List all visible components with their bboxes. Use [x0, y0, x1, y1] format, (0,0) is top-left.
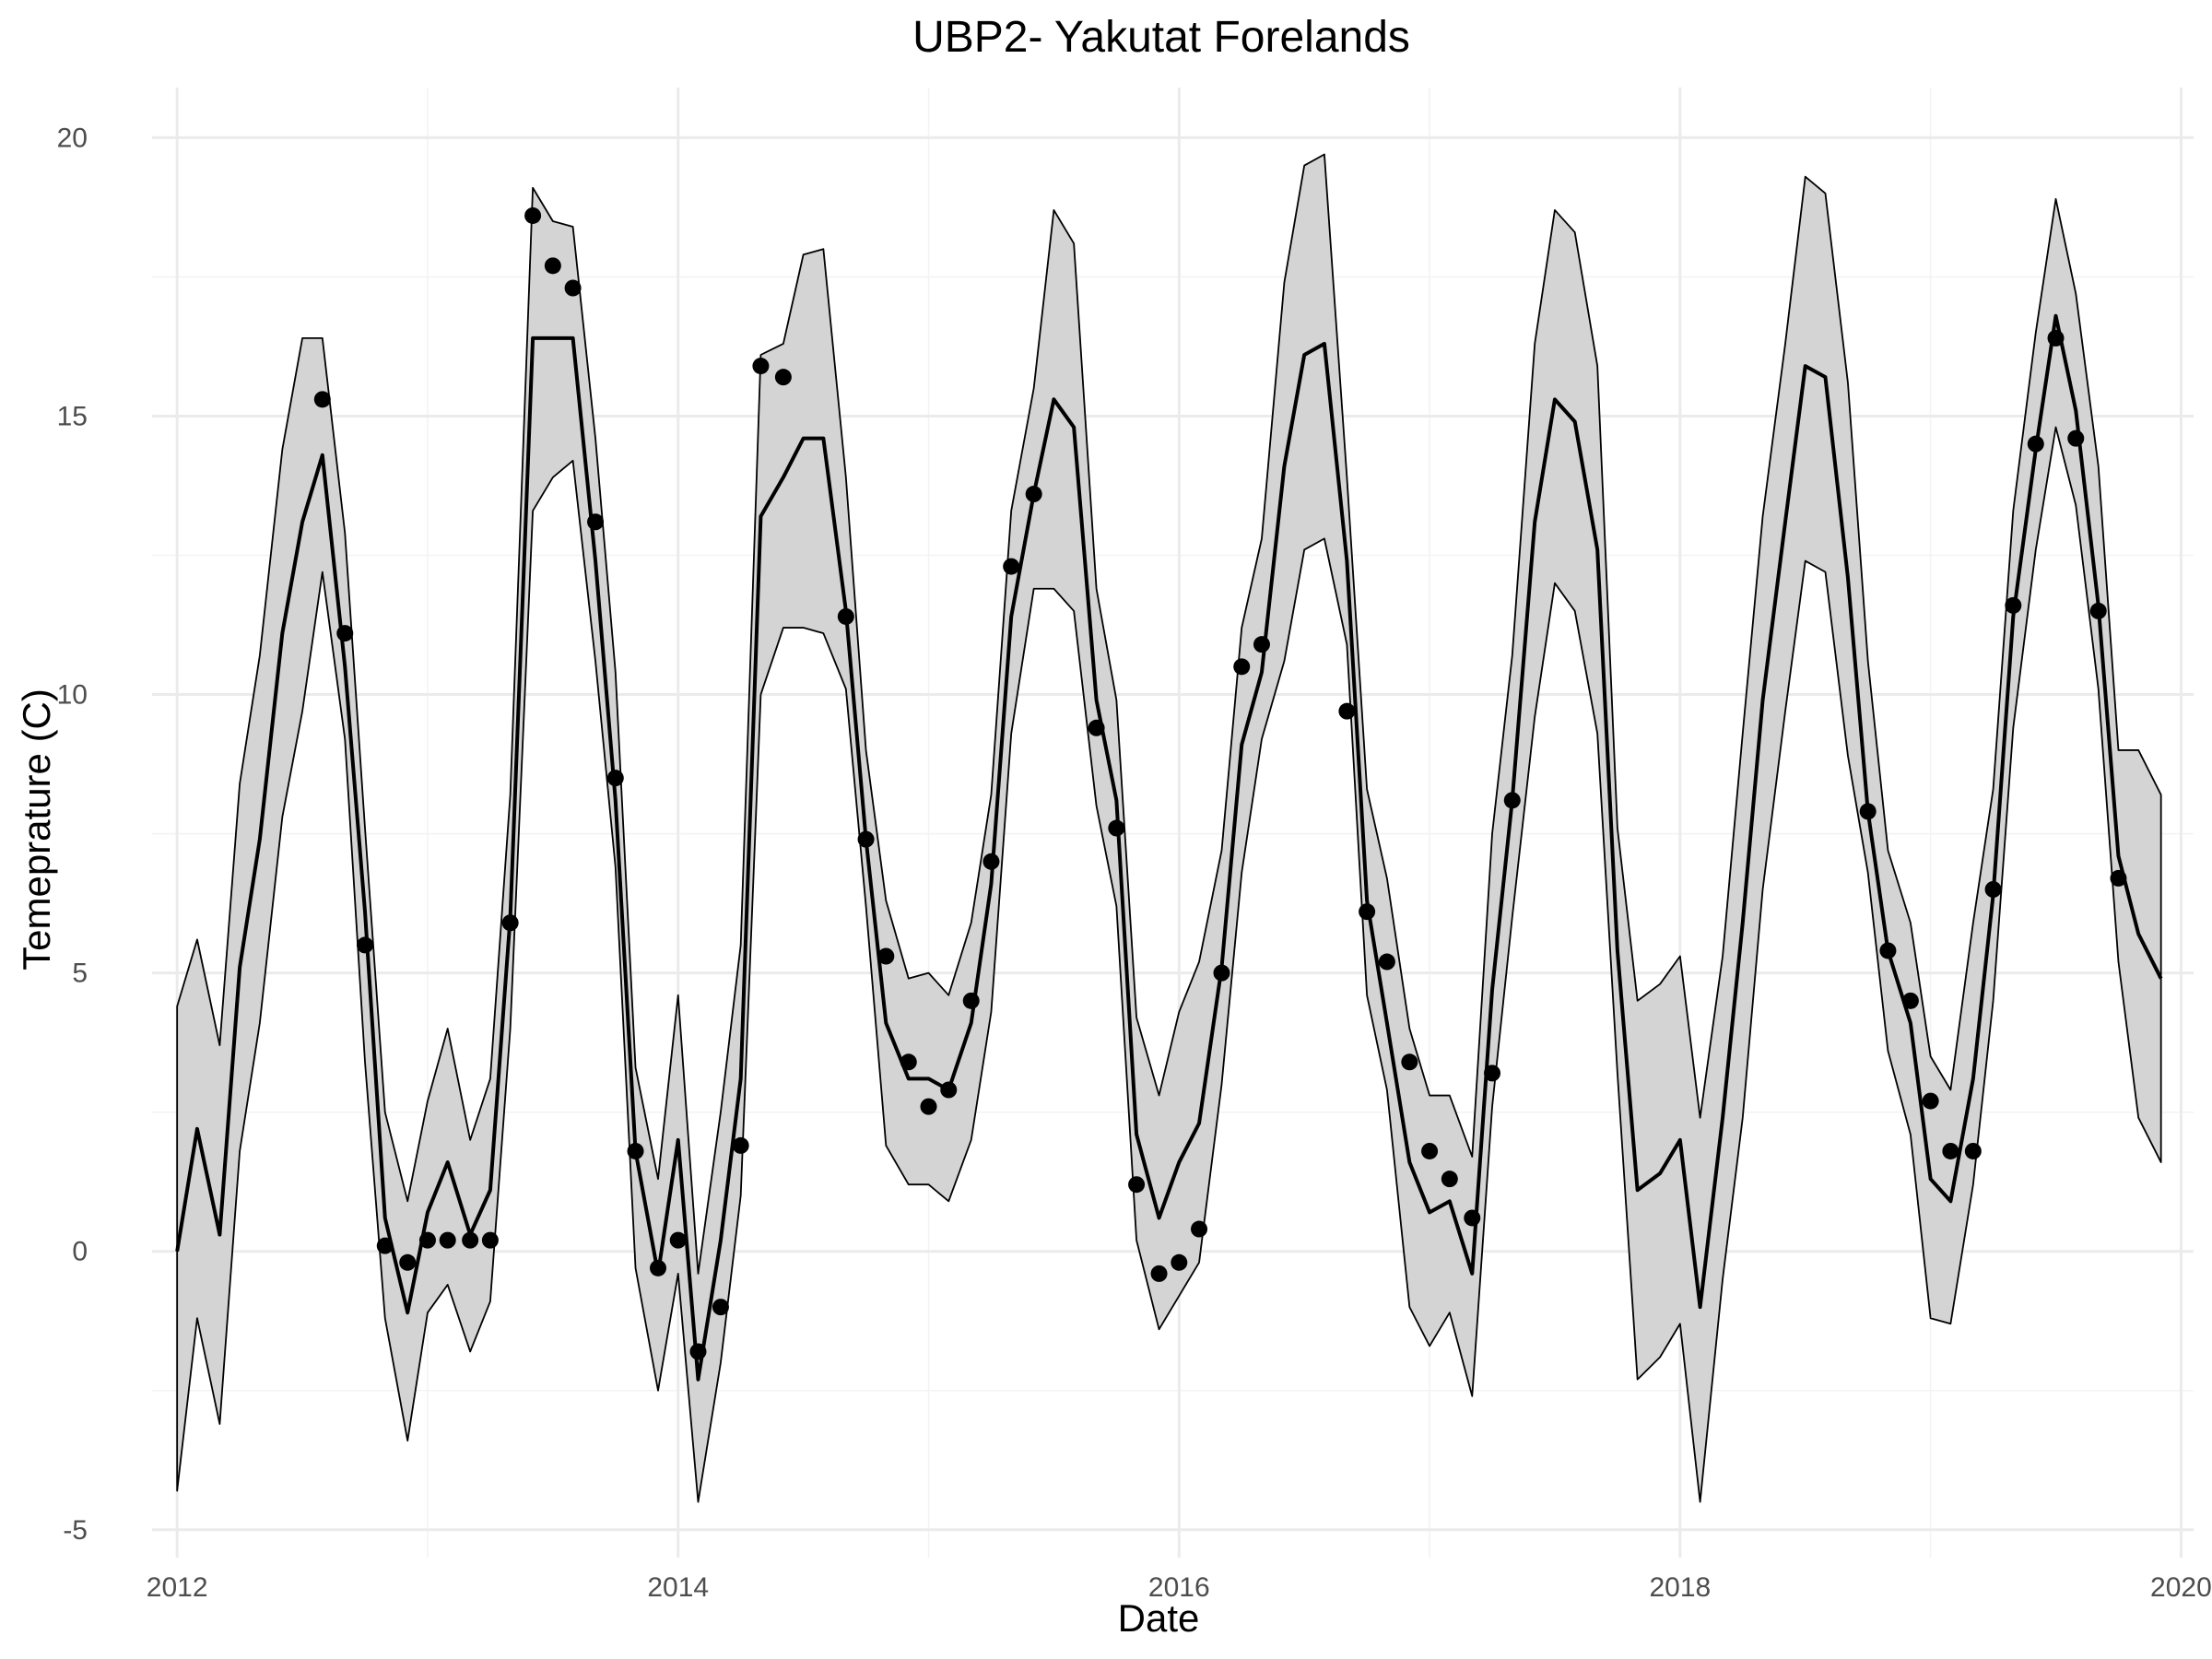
mean-temperature-line	[175, 313, 2163, 1382]
observation-point	[587, 513, 605, 531]
observation-point	[524, 206, 542, 224]
observation-point	[462, 1231, 479, 1249]
observation-point	[376, 1237, 394, 1254]
observation-points-layer	[313, 206, 2127, 1360]
x-tick-label: 2020	[2150, 1572, 2212, 1603]
observation-point	[962, 992, 980, 1009]
y-tick-label: 5	[72, 959, 88, 989]
observation-point	[1108, 819, 1125, 837]
observation-point	[669, 1231, 687, 1249]
observation-point	[2047, 329, 2065, 347]
confidence-band-layer	[176, 153, 2162, 1503]
grid-layer	[152, 88, 2194, 1558]
observation-point	[732, 1136, 749, 1154]
x-axis-title: Date	[1118, 1596, 1200, 1640]
y-tick-label: 0	[72, 1237, 88, 1267]
observation-point	[920, 1098, 937, 1115]
x-tick-label: 2012	[147, 1572, 208, 1603]
y-tick-label: -5	[63, 1515, 88, 1546]
chart-title: UBP2- Yakutat Forelands	[912, 13, 1410, 62]
observation-point	[544, 257, 561, 275]
observation-point	[1441, 1171, 1458, 1188]
observation-point	[439, 1231, 456, 1249]
observation-point	[1338, 702, 1356, 720]
observation-point	[689, 1343, 707, 1360]
observation-point	[837, 607, 854, 625]
observation-point	[1401, 1053, 1418, 1071]
observation-point	[1213, 964, 1230, 982]
observation-point	[1922, 1092, 1939, 1110]
observation-point	[1964, 1142, 1982, 1159]
observation-point	[712, 1299, 729, 1316]
observation-point	[900, 1053, 917, 1071]
y-axis-title: Temeprature (C)	[15, 688, 58, 971]
observation-point	[1503, 792, 1521, 809]
observation-point	[1879, 942, 1897, 959]
observation-point	[982, 853, 1000, 870]
y-tick-label: 20	[57, 123, 88, 153]
observation-point	[1191, 1220, 1208, 1238]
observation-point	[1233, 658, 1251, 676]
observation-point	[1484, 1065, 1501, 1082]
observation-point	[606, 770, 624, 787]
observation-point	[752, 358, 770, 375]
confidence-band	[176, 153, 2162, 1503]
observation-point	[1901, 992, 1919, 1009]
observation-point	[336, 625, 354, 642]
observation-point	[1003, 558, 1020, 575]
observation-point	[418, 1231, 436, 1249]
mean-line-layer	[175, 313, 2163, 1382]
observation-point	[481, 1231, 499, 1249]
y-tick-label: 15	[57, 401, 88, 431]
x-tick-label: 2014	[647, 1572, 709, 1603]
x-tick-label: 2016	[1148, 1572, 1210, 1603]
x-tick-label: 2018	[1649, 1572, 1711, 1603]
observation-point	[857, 830, 875, 848]
observation-point	[1359, 903, 1376, 921]
observation-point	[1859, 803, 1877, 820]
observation-point	[1025, 486, 1042, 503]
observation-point	[1150, 1265, 1168, 1282]
observation-point	[357, 936, 374, 954]
observation-point	[1421, 1142, 1439, 1159]
observation-point	[1128, 1176, 1146, 1194]
observation-point	[649, 1259, 666, 1277]
tick-label-layer: -5 0 5 10 15 20 2012 2014 2016 2018 2020	[57, 123, 2212, 1603]
observation-point	[1984, 881, 2002, 898]
observation-point	[2110, 869, 2127, 887]
observation-point	[1171, 1253, 1188, 1271]
observation-point	[774, 369, 792, 386]
observation-point	[877, 947, 895, 965]
observation-point	[2067, 429, 2085, 447]
observation-point	[501, 914, 519, 932]
observation-point	[1464, 1209, 1481, 1227]
observation-point	[2027, 435, 2044, 453]
observation-point	[2089, 602, 2107, 619]
observation-point	[1088, 719, 1105, 736]
observation-point	[1253, 636, 1270, 653]
observation-point	[627, 1142, 644, 1159]
observation-point	[940, 1081, 958, 1099]
observation-point	[399, 1253, 417, 1271]
observation-point	[1378, 953, 1395, 971]
observation-point	[313, 391, 331, 408]
observation-point	[564, 279, 582, 297]
y-tick-label: 10	[57, 680, 88, 711]
observation-point	[1942, 1142, 1959, 1159]
observation-point	[2005, 596, 2022, 614]
